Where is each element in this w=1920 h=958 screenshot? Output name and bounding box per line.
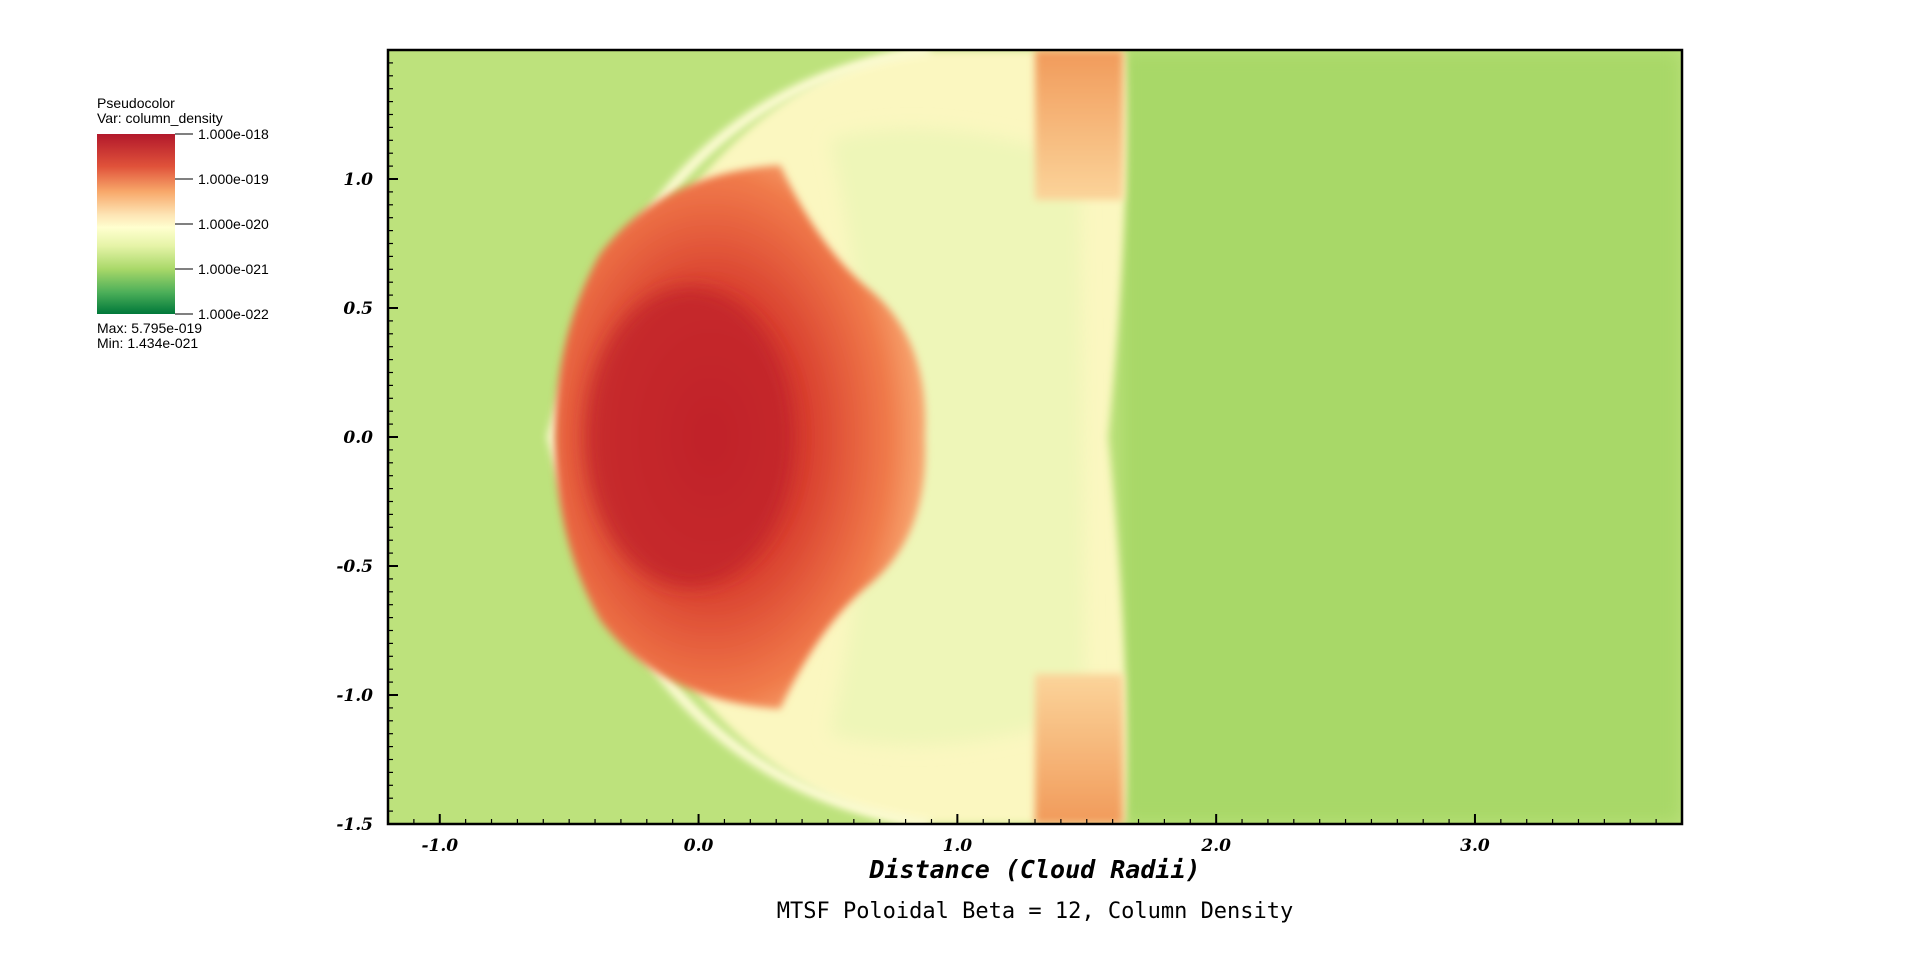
x-tick-label: 0.0: [684, 836, 714, 856]
colorbar-tick-label: 1.000e-019: [198, 171, 269, 187]
x-tick-label: -1.0: [421, 836, 458, 856]
y-tick-label: -0.5: [336, 557, 373, 577]
field-tail-spot-top: [1035, 50, 1123, 200]
x-axis: -1.0 0.0 1.0 2.0 3.0: [421, 814, 1490, 856]
colorbar-labels: 1.000e-018 1.000e-019 1.000e-020 1.000e-021…: [175, 126, 269, 322]
field-downstream: [1120, 50, 1682, 824]
colorbar-legend: Pseudocolor Var: column_density 1.000e-0…: [97, 95, 269, 351]
colorbar: [97, 134, 175, 314]
x-tick-label: 2.0: [1200, 836, 1231, 856]
colorbar-tick-label: 1.000e-020: [198, 216, 269, 232]
y-tick-label: -1.5: [336, 815, 373, 835]
colorbar-tick-label: 1.000e-022: [198, 306, 269, 322]
legend-heading: Pseudocolor: [97, 95, 175, 111]
field-shell-inner: [830, 128, 1085, 746]
chart-title: MTSF Poloidal Beta = 12, Column Density: [777, 899, 1294, 924]
y-tick-label: 0.0: [343, 428, 373, 448]
y-tick-label: -1.0: [336, 686, 373, 706]
y-tick-label: 0.5: [343, 299, 373, 319]
heatmap-field: [388, 50, 1682, 824]
legend-max: Max: 5.795e-019: [97, 320, 202, 336]
x-tick-label: 3.0: [1460, 836, 1490, 856]
x-tick-label: 1.0: [943, 836, 973, 856]
colorbar-tick-label: 1.000e-021: [198, 261, 269, 277]
field-tail-spot-bottom: [1035, 674, 1123, 824]
y-axis: 1.0 0.5 0.0 -0.5 -1.0 -1.5: [336, 170, 398, 835]
field-bow-rim: [546, 50, 931, 824]
field-core-center: [585, 287, 795, 587]
colorbar-tick-label: 1.000e-018: [198, 126, 269, 142]
y-tick-label: 1.0: [343, 170, 373, 190]
legend-min: Min: 1.434e-021: [97, 335, 198, 351]
x-axis-title: Distance (Cloud Radii): [868, 855, 1200, 884]
legend-variable: Var: column_density: [97, 110, 223, 126]
